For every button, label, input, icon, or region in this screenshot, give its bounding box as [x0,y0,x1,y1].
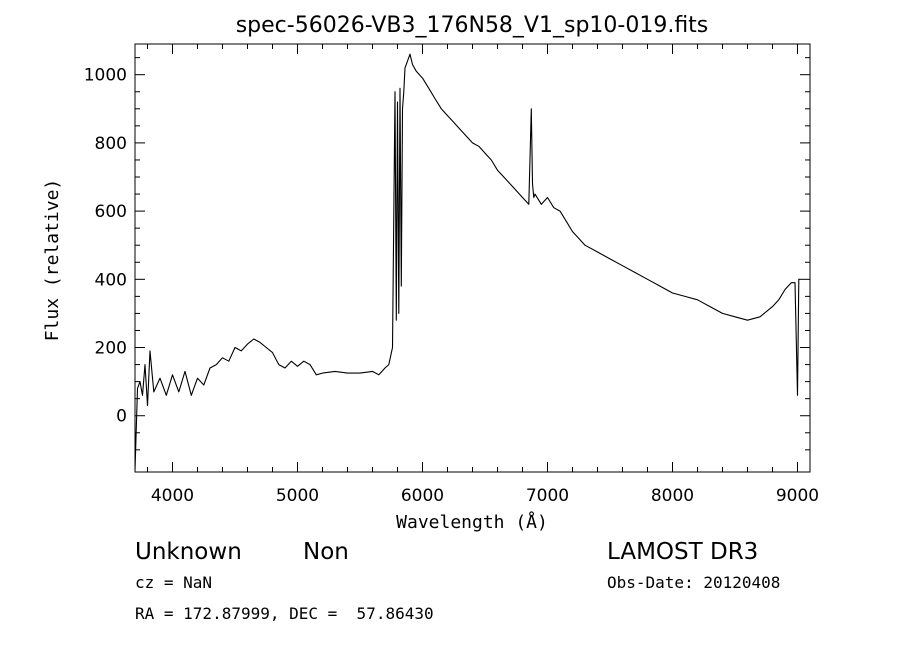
series-layer [134,53,800,471]
spectrum-line [134,53,800,471]
object-type-label: Unknown [135,539,242,565]
y-axis-label: Flux (relative) [42,179,63,342]
x-axis-label: Wavelength (Å) [396,511,548,533]
y-tick-label: 600 [95,202,127,222]
survey-label: LAMOST DR3 [607,539,758,565]
x-tick-label: 7000 [526,486,569,506]
chart-title: spec-56026-VB3_176N58_V1_sp10-019.fits [236,13,709,38]
coordinates-label: RA = 172.87999, DEC = 57.86430 [135,604,434,623]
plot-axes [134,43,811,473]
object-subtype-label: Non [303,539,349,565]
x-tick-label: 8000 [651,486,694,506]
obs-date-label: Obs-Date: 20120408 [607,573,780,592]
y-tick-label: 400 [95,270,127,290]
y-tick-label: 0 [116,407,127,427]
x-tick-label: 4000 [151,486,194,506]
x-tick-label: 9000 [776,486,819,506]
x-tick-label: 5000 [276,486,319,506]
x-tick-label: 6000 [401,486,444,506]
x-axis-ticks: 4000 5000 6000 7000 8000 9000 [147,44,819,506]
y-axis-ticks: 0 200 400 600 800 1000 [84,57,810,451]
y-tick-label: 200 [95,339,127,359]
y-tick-label: 800 [95,134,127,154]
y-tick-label: 1000 [84,66,127,86]
plot-frame [134,43,811,473]
redshift-label: cz = NaN [135,573,212,592]
